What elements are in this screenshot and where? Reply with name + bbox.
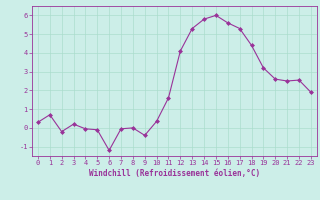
X-axis label: Windchill (Refroidissement éolien,°C): Windchill (Refroidissement éolien,°C) — [89, 169, 260, 178]
